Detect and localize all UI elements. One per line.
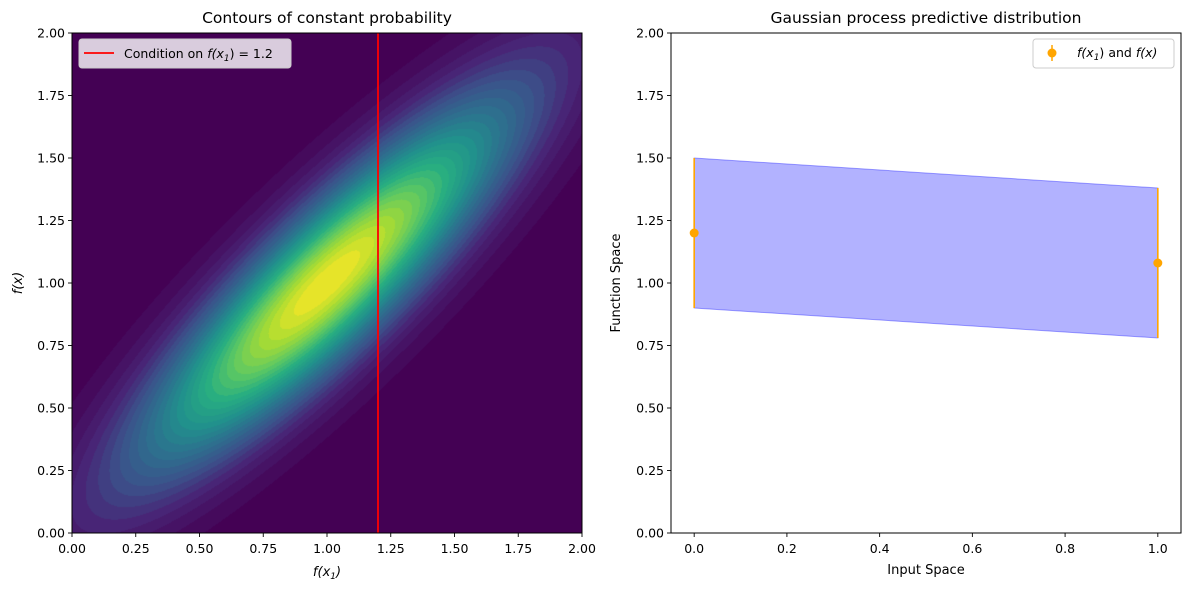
- contour-x-tick-label: 0.25: [122, 541, 150, 556]
- gp-panel: Gaussian process predictive distribution…: [609, 9, 1182, 578]
- gp-x-label: Input Space: [887, 563, 964, 578]
- gp-y-tick-label: 0.00: [636, 526, 664, 541]
- contour-x-tick-label: 1.50: [441, 541, 469, 556]
- contour-y-tick-label: 1.50: [37, 151, 65, 166]
- contour-x-tick-label: 1.75: [504, 541, 532, 556]
- contour-y-tick-label: 0.00: [37, 526, 65, 541]
- error-bars: [689, 158, 1163, 338]
- density-heatmap: [72, 33, 582, 533]
- contour-x-tick-label: 0.75: [249, 541, 277, 556]
- contour-legend: Condition on f(x1) = 1.2: [78, 38, 292, 69]
- gp-y-tick-label: 1.75: [636, 88, 664, 103]
- contour-x-tick-label: 2.00: [568, 541, 596, 556]
- gp-x-tick-label: 0.0: [684, 541, 704, 556]
- contour-y-tick-label: 2.00: [37, 26, 65, 41]
- contour-y-tick-label: 0.25: [37, 463, 65, 478]
- gp-y-tick-label: 0.25: [636, 463, 664, 478]
- gp-x-tick-label: 0.2: [777, 541, 797, 556]
- confidence-band: [693, 157, 1159, 339]
- contour-panel: Contours of constant probability 0.00 0.2…: [11, 9, 596, 582]
- gp-y-label: Function Space: [609, 233, 624, 332]
- contour-x-ticks: 0.00 0.25 0.50 0.75 1.00 1.25 1.50 1.75 2.00: [58, 533, 596, 556]
- gp-legend-marker-swatch: [1047, 48, 1057, 58]
- contour-x-tick-label: 0.50: [186, 541, 214, 556]
- gp-legend-label: f(x1) and f(x): [1077, 45, 1157, 63]
- gp-x-tick-label: 0.4: [870, 541, 890, 556]
- data-point: [1153, 258, 1163, 268]
- density-heatmap-wrapper: [72, 33, 582, 533]
- contour-x-tick-label: 0.00: [58, 541, 86, 556]
- contour-title: Contours of constant probability: [202, 9, 452, 27]
- gp-y-tick-label: 2.00: [636, 26, 664, 41]
- contour-y-ticks: 0.00 0.25 0.50 0.75 1.00 1.25 1.50 1.75 2.00: [37, 26, 72, 541]
- gp-y-ticks: 0.00 0.25 0.50 0.75 1.00 1.25 1.50 1.75 2.00: [636, 26, 671, 541]
- gp-y-tick-label: 1.25: [636, 213, 664, 228]
- contour-x-tick-label: 1.00: [313, 541, 341, 556]
- contour-y-tick-label: 1.75: [37, 88, 65, 103]
- gp-y-tick-label: 1.50: [636, 151, 664, 166]
- contour-y-label: f(x): [11, 272, 26, 294]
- contour-legend-label: Condition on f(x1) = 1.2: [124, 46, 273, 64]
- gp-x-ticks: 0.0 0.2 0.4 0.6 0.8 1.0: [684, 533, 1168, 556]
- contour-x-tick-label: 1.25: [377, 541, 405, 556]
- contour-x-label: f(x1): [313, 565, 341, 582]
- gp-y-tick-label: 0.75: [636, 338, 664, 353]
- contour-y-tick-label: 1.25: [37, 213, 65, 228]
- contour-legend-box: [78, 38, 292, 69]
- gp-legend: f(x1) and f(x): [1032, 38, 1175, 69]
- gp-title: Gaussian process predictive distribution: [771, 9, 1082, 27]
- gp-x-tick-label: 0.6: [962, 541, 982, 556]
- gp-y-tick-label: 0.50: [636, 401, 664, 416]
- data-point: [689, 228, 699, 238]
- contour-y-tick-label: 0.75: [37, 338, 65, 353]
- gp-y-tick-label: 1.00: [636, 276, 664, 291]
- contour-y-tick-label: 0.50: [37, 401, 65, 416]
- gp-x-tick-label: 1.0: [1148, 541, 1168, 556]
- contour-y-tick-label: 1.00: [37, 276, 65, 291]
- gp-legend-box: [1032, 38, 1175, 69]
- gp-x-tick-label: 0.8: [1055, 541, 1075, 556]
